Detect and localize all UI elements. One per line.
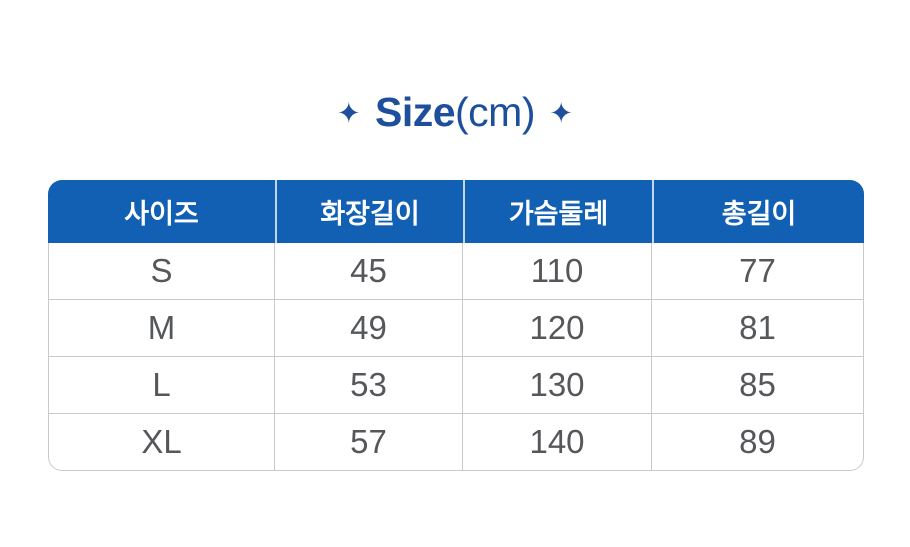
cell-sleeve: 57: [275, 414, 463, 471]
cell-total-length: 85: [652, 357, 864, 414]
cell-chest: 110: [463, 243, 652, 300]
cell-chest: 140: [463, 414, 652, 471]
header-cell-total-length: 총길이: [652, 180, 864, 243]
cell-chest: 120: [463, 300, 652, 357]
size-table-header-row: 사이즈 화장길이 가슴둘레 총길이: [48, 180, 864, 243]
cell-size-label: XL: [48, 414, 275, 471]
cell-total-length: 89: [652, 414, 864, 471]
sparkle-right-icon: ✦: [549, 96, 574, 130]
sparkle-left-icon: ✦: [336, 96, 361, 130]
table-row-s: S 45 110 77: [48, 243, 864, 300]
page-title: Size(cm): [374, 89, 536, 135]
title-size-label: Size: [374, 89, 456, 135]
cell-total-length: 81: [652, 300, 864, 357]
header-cell-chest: 가슴둘레: [463, 180, 652, 243]
table-row-l: L 53 130 85: [48, 357, 864, 414]
cell-size-label: S: [48, 243, 275, 300]
cell-chest: 130: [463, 357, 652, 414]
cell-sleeve: 49: [275, 300, 463, 357]
cell-size-label: M: [48, 300, 275, 357]
size-table: 사이즈 화장길이 가슴둘레 총길이 S 45 110 77 M 49 120 8…: [48, 180, 864, 471]
table-row-m: M 49 120 81: [48, 300, 864, 357]
cell-sleeve: 53: [275, 357, 463, 414]
header-cell-sleeve: 화장길이: [275, 180, 463, 243]
header-cell-size: 사이즈: [48, 180, 275, 243]
table-row-xl: XL 57 140 89: [48, 414, 864, 471]
title-unit-label: (cm): [455, 89, 535, 135]
cell-total-length: 77: [652, 243, 864, 300]
size-chart-title: ✦ Size(cm) ✦: [0, 92, 910, 133]
cell-sleeve: 45: [275, 243, 463, 300]
cell-size-label: L: [48, 357, 275, 414]
